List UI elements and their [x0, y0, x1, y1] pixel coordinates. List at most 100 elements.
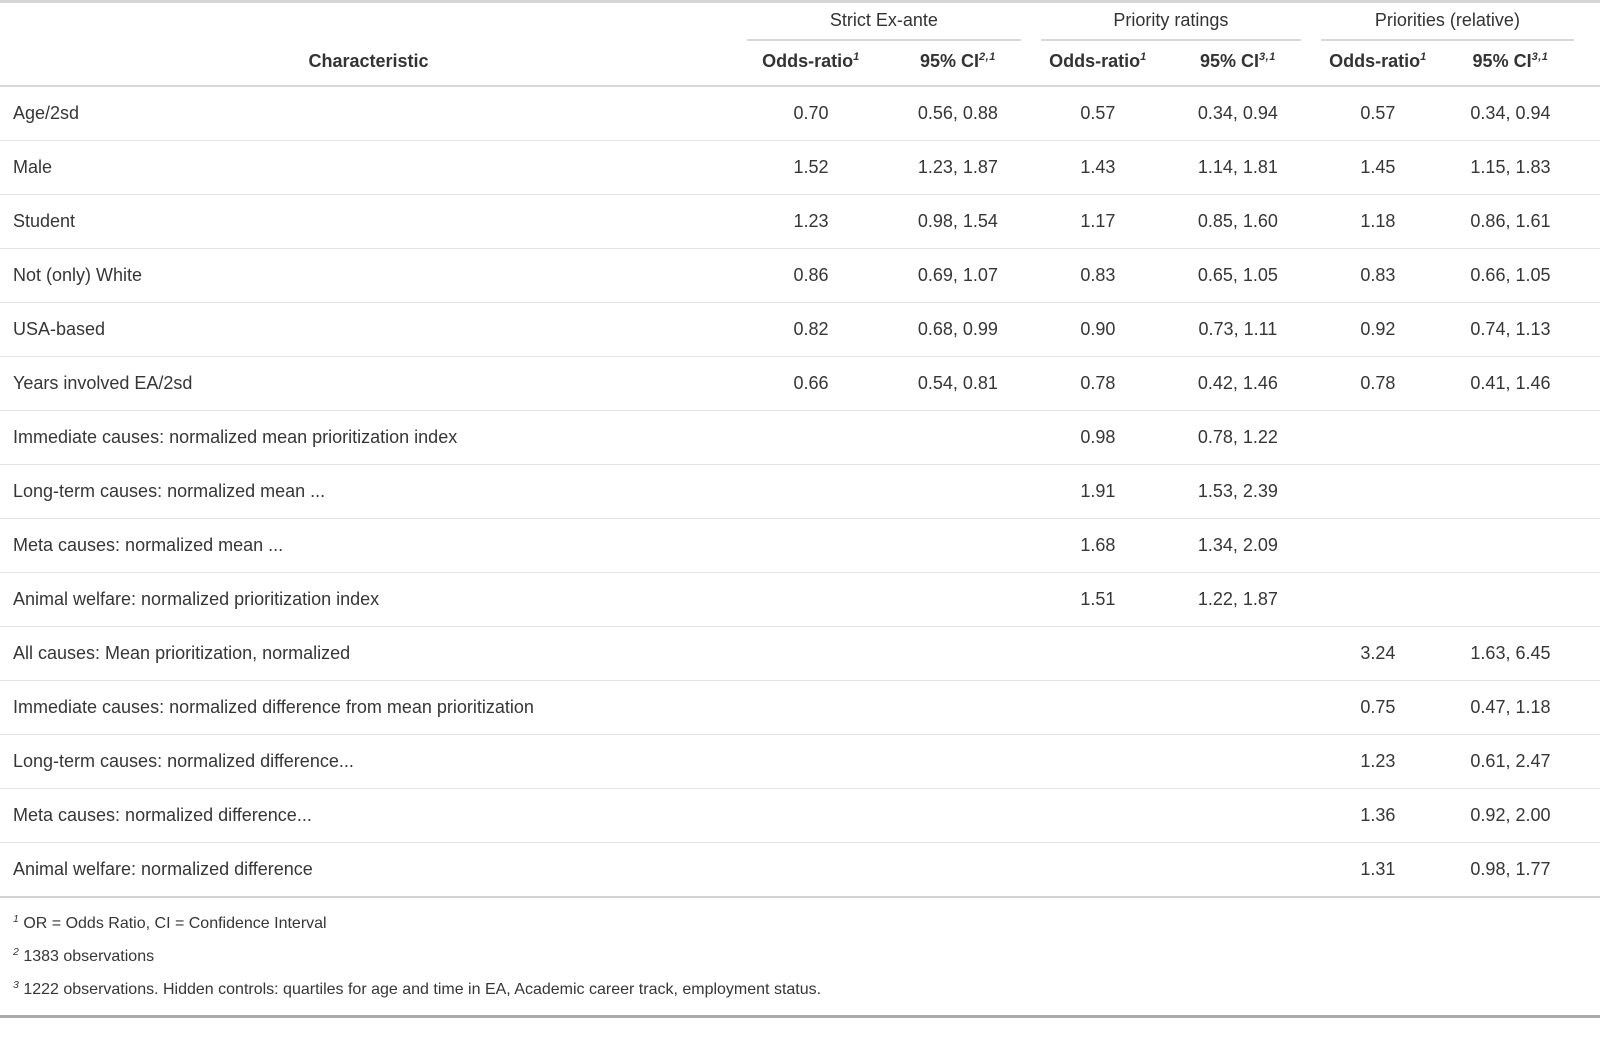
value-cell: 1.34, 2.09 [1197, 535, 1278, 555]
odds-ratio-regression-table: Strict Ex-ante Priority ratings Prioriti… [0, 0, 1600, 1018]
value-cell [1165, 843, 1311, 898]
value-cell: 0.83 [1080, 265, 1116, 285]
value-cell: 0.65, 1.05 [1197, 265, 1278, 285]
value-cell [885, 843, 1031, 898]
footnotes-row: 1 OR = Odds Ratio, CI = Confidence Interv… [0, 896, 1600, 1017]
value-cell: 0.34, 0.94 [1197, 103, 1278, 123]
value-cell [1311, 411, 1445, 465]
value-cell [1311, 465, 1445, 519]
footnote-marker: 3,1 [1531, 51, 1549, 63]
value-cell: 1.31 [1360, 859, 1396, 879]
value-cell [737, 573, 885, 627]
value-cell: 0.98 [1080, 427, 1116, 447]
value-cell [885, 681, 1031, 735]
value-cell: 1.53, 2.39 [1197, 481, 1278, 501]
column-header-ci-3: 95% CI3,1 [1444, 41, 1600, 87]
row-label-cell: Animal welfare: normalized prioritizatio… [13, 589, 380, 609]
value-cell: 0.86 [793, 265, 829, 285]
value-cell: 1.22, 1.87 [1197, 589, 1278, 609]
value-cell: 0.68, 0.99 [917, 319, 998, 339]
column-header-label: Odds-ratio [762, 51, 854, 71]
table-row: All causes: Mean prioritization, normali… [0, 626, 1600, 681]
row-label-cell: All causes: Mean prioritization, normali… [13, 643, 351, 663]
value-cell: 1.18 [1360, 211, 1396, 231]
value-cell [737, 627, 885, 681]
value-cell [737, 681, 885, 735]
row-label-cell: Meta causes: normalized mean ... [13, 535, 284, 555]
value-cell: 3.24 [1360, 643, 1396, 663]
row-label-cell: Meta causes: normalized difference... [13, 805, 312, 825]
column-header-label: 95% CI [1472, 51, 1532, 71]
row-label-cell: Immediate causes: normalized difference … [13, 697, 534, 717]
column-spanner-priorities-relative: Priorities (relative) [1311, 2, 1600, 41]
value-cell: 0.66 [793, 373, 829, 393]
spanner-label: Priority ratings [1040, 10, 1301, 41]
value-cell: 1.23 [1360, 751, 1396, 771]
value-cell [1031, 627, 1165, 681]
value-cell: 0.98, 1.54 [917, 211, 998, 231]
value-cell [737, 519, 885, 573]
footnote-marker: 3,1 [1259, 51, 1276, 63]
table-row: Student 1.23 0.98, 1.54 1.17 0.85, 1.60 1.18 0… [0, 194, 1600, 249]
value-cell: 1.23 [793, 211, 829, 231]
value-cell [737, 789, 885, 843]
table-row: Immediate causes: normalized mean priori… [0, 410, 1600, 465]
footnote-marker: 2 [13, 945, 20, 958]
value-cell [1165, 627, 1311, 681]
value-cell: 0.92 [1360, 319, 1396, 339]
row-label-cell: Male [13, 157, 53, 177]
value-cell: 0.90 [1080, 319, 1116, 339]
table-row: Immediate causes: normalized difference … [0, 680, 1600, 735]
spanner-empty-cell [0, 2, 737, 42]
value-cell: 1.91 [1080, 481, 1116, 501]
value-cell: 1.23, 1.87 [917, 157, 998, 177]
table-row: Age/2sd 0.70 0.56, 0.88 0.57 0.34, 0.94 0.57 0… [0, 86, 1600, 141]
table-footer: 1 OR = Odds Ratio, CI = Confidence Interv… [0, 896, 1600, 1017]
table-row: Animal welfare: normalized difference 1.3… [0, 842, 1600, 898]
footnote-marker: 1 [853, 51, 860, 63]
table-body: Age/2sd 0.70 0.56, 0.88 0.57 0.34, 0.94 0.57 0… [0, 86, 1600, 897]
column-header-odds-ratio-2: Odds-ratio1 [1030, 41, 1165, 87]
column-spanner-priority-ratings: Priority ratings [1031, 2, 1311, 41]
value-cell [885, 627, 1031, 681]
value-cell: 0.34, 0.94 [1470, 103, 1551, 123]
value-cell [1031, 681, 1165, 735]
value-cell [1165, 789, 1311, 843]
value-cell [1031, 735, 1165, 789]
value-cell: 0.41, 1.46 [1470, 373, 1551, 393]
table-row: Meta causes: normalized difference... 1.3… [0, 788, 1600, 843]
spanner-label: Strict Ex-ante [746, 10, 1021, 41]
value-cell [885, 519, 1031, 573]
column-spanner-strict-ex-ante: Strict Ex-ante [737, 2, 1031, 41]
value-cell [1445, 519, 1600, 573]
value-cell [737, 411, 885, 465]
value-cell: 1.52 [793, 157, 829, 177]
value-cell: 0.73, 1.11 [1198, 319, 1278, 339]
column-header-ci-2: 95% CI3,1 [1164, 41, 1311, 87]
column-labels-row: Characteristic Odds-ratio1 95% CI2,1 Odd… [0, 41, 1600, 87]
value-cell: 0.66, 1.05 [1470, 265, 1551, 285]
value-cell: 0.70 [793, 103, 829, 123]
footnote-marker: 1 [1140, 51, 1147, 63]
value-cell: 1.68 [1080, 535, 1116, 555]
value-cell: 0.82 [793, 319, 829, 339]
value-cell [1445, 573, 1600, 627]
value-cell [1165, 681, 1311, 735]
value-cell: 1.51 [1080, 589, 1116, 609]
row-label-cell: Not (only) White [13, 265, 143, 285]
value-cell [1445, 411, 1600, 465]
value-cell [737, 735, 885, 789]
value-cell [885, 789, 1031, 843]
value-cell: 0.61, 2.47 [1470, 751, 1551, 771]
row-label-cell: USA-based [13, 319, 106, 339]
value-cell: 0.78, 1.22 [1197, 427, 1278, 447]
footnote-2: 2 1383 observations [0, 937, 1600, 970]
value-cell [1445, 465, 1600, 519]
value-cell: 0.78 [1080, 373, 1116, 393]
row-label-cell: Student [13, 211, 76, 231]
table-row: USA-based 0.82 0.68, 0.99 0.90 0.73, 1.11 0.9… [0, 302, 1600, 357]
value-cell: 0.98, 1.77 [1470, 859, 1551, 879]
value-cell: 0.57 [1080, 103, 1116, 123]
value-cell: 1.15, 1.83 [1470, 157, 1551, 177]
value-cell: 0.56, 0.88 [917, 103, 998, 123]
